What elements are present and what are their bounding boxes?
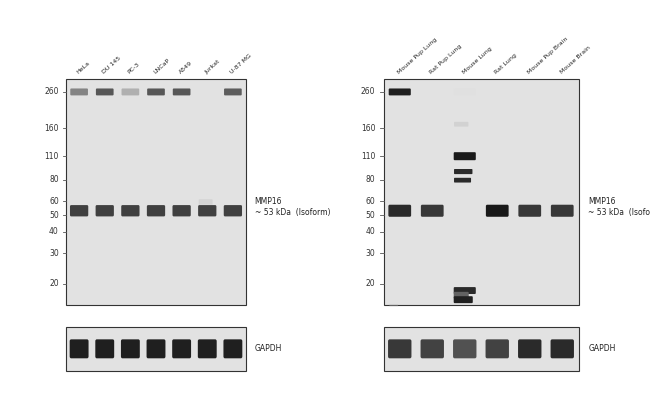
Text: Rat Pup Lung: Rat Pup Lung xyxy=(429,44,463,75)
Text: 30: 30 xyxy=(49,249,59,258)
FancyBboxPatch shape xyxy=(518,339,541,358)
FancyBboxPatch shape xyxy=(519,205,541,217)
FancyBboxPatch shape xyxy=(421,205,443,217)
Text: 260: 260 xyxy=(44,87,59,96)
FancyBboxPatch shape xyxy=(389,89,411,95)
FancyBboxPatch shape xyxy=(96,205,114,217)
Text: 20: 20 xyxy=(366,279,376,288)
Text: PC-3: PC-3 xyxy=(127,62,141,75)
Text: GAPDH: GAPDH xyxy=(255,344,282,353)
Bar xyxy=(384,79,578,305)
Text: Mouse Lung: Mouse Lung xyxy=(462,46,493,75)
Text: HeLa: HeLa xyxy=(76,61,91,75)
FancyBboxPatch shape xyxy=(486,339,509,358)
FancyBboxPatch shape xyxy=(172,339,191,358)
Text: LNCaP: LNCaP xyxy=(153,58,171,75)
Text: GAPDH: GAPDH xyxy=(588,344,616,353)
Text: 20: 20 xyxy=(49,279,59,288)
FancyBboxPatch shape xyxy=(172,205,190,217)
FancyBboxPatch shape xyxy=(146,339,166,358)
Bar xyxy=(66,327,246,371)
FancyBboxPatch shape xyxy=(70,339,88,358)
FancyBboxPatch shape xyxy=(454,292,469,299)
FancyBboxPatch shape xyxy=(224,339,242,358)
FancyBboxPatch shape xyxy=(198,205,216,217)
FancyBboxPatch shape xyxy=(96,339,114,358)
Text: 160: 160 xyxy=(44,124,59,133)
FancyBboxPatch shape xyxy=(121,339,140,358)
Text: 40: 40 xyxy=(365,227,376,236)
FancyBboxPatch shape xyxy=(199,199,213,205)
Text: Mouse Brain: Mouse Brain xyxy=(559,45,591,75)
Text: Rat Lung: Rat Lung xyxy=(494,53,518,75)
Text: ~ 53 kDa  (Isoform): ~ 53 kDa (Isoform) xyxy=(588,208,650,217)
FancyBboxPatch shape xyxy=(224,205,242,217)
FancyBboxPatch shape xyxy=(122,89,139,95)
FancyBboxPatch shape xyxy=(173,89,190,95)
FancyBboxPatch shape xyxy=(388,339,411,358)
FancyBboxPatch shape xyxy=(454,89,476,95)
FancyBboxPatch shape xyxy=(389,304,398,306)
FancyBboxPatch shape xyxy=(224,89,242,95)
Text: 50: 50 xyxy=(49,211,59,220)
FancyBboxPatch shape xyxy=(454,287,476,294)
Text: MMP16: MMP16 xyxy=(588,197,616,206)
Text: Jurkat: Jurkat xyxy=(204,59,221,75)
Bar xyxy=(384,327,578,371)
Text: 260: 260 xyxy=(361,87,376,96)
FancyBboxPatch shape xyxy=(551,339,574,358)
FancyBboxPatch shape xyxy=(147,89,165,95)
Text: MMP16: MMP16 xyxy=(255,197,282,206)
FancyBboxPatch shape xyxy=(70,205,88,217)
FancyBboxPatch shape xyxy=(454,178,471,182)
FancyBboxPatch shape xyxy=(389,205,411,217)
Text: 110: 110 xyxy=(44,152,59,161)
Text: 40: 40 xyxy=(49,227,59,236)
Text: 160: 160 xyxy=(361,124,376,133)
Text: 50: 50 xyxy=(365,211,376,220)
Text: A549: A549 xyxy=(178,61,194,75)
Bar xyxy=(66,79,246,305)
Text: Mouse Pup Lung: Mouse Pup Lung xyxy=(396,37,438,75)
FancyBboxPatch shape xyxy=(454,152,476,160)
Text: 80: 80 xyxy=(49,176,59,184)
FancyBboxPatch shape xyxy=(454,122,469,127)
FancyBboxPatch shape xyxy=(96,89,114,95)
FancyBboxPatch shape xyxy=(551,205,573,217)
Text: 80: 80 xyxy=(366,176,376,184)
FancyBboxPatch shape xyxy=(454,169,473,174)
Text: DU 145: DU 145 xyxy=(101,56,122,75)
FancyBboxPatch shape xyxy=(122,205,140,217)
Text: 60: 60 xyxy=(49,197,59,206)
FancyBboxPatch shape xyxy=(198,339,216,358)
Text: ~ 53 kDa  (Isoform): ~ 53 kDa (Isoform) xyxy=(255,208,330,217)
Text: 60: 60 xyxy=(365,197,376,206)
Text: Mouse Pup Brain: Mouse Pup Brain xyxy=(526,36,569,75)
FancyBboxPatch shape xyxy=(147,205,165,217)
FancyBboxPatch shape xyxy=(421,339,444,358)
FancyBboxPatch shape xyxy=(454,296,473,303)
Text: 110: 110 xyxy=(361,152,376,161)
Text: U-87 MG: U-87 MG xyxy=(229,53,253,75)
FancyBboxPatch shape xyxy=(453,339,476,358)
Text: 30: 30 xyxy=(365,249,376,258)
FancyBboxPatch shape xyxy=(486,205,508,217)
FancyBboxPatch shape xyxy=(70,89,88,95)
